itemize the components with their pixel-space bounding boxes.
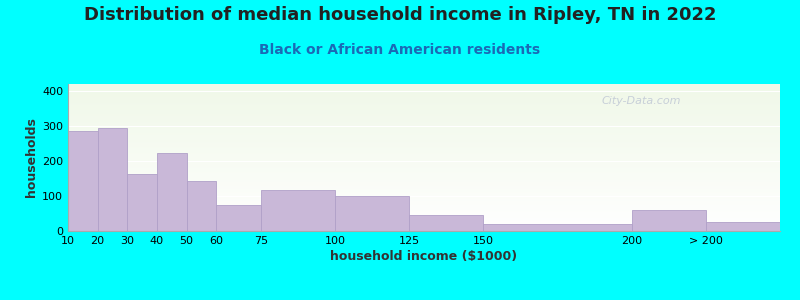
- Bar: [632, 210, 706, 231]
- Bar: [127, 174, 157, 231]
- Text: City-Data.com: City-Data.com: [602, 96, 682, 106]
- Text: Distribution of median household income in Ripley, TN in 2022: Distribution of median household income …: [84, 6, 716, 24]
- X-axis label: household income ($1000): household income ($1000): [330, 250, 518, 263]
- Y-axis label: households: households: [25, 118, 38, 197]
- Bar: [261, 190, 335, 231]
- Bar: [335, 196, 409, 231]
- Bar: [706, 222, 780, 231]
- Bar: [409, 215, 483, 231]
- Text: Black or African American residents: Black or African American residents: [259, 44, 541, 58]
- Bar: [216, 206, 261, 231]
- Bar: [68, 131, 98, 231]
- Bar: [157, 153, 186, 231]
- Bar: [98, 128, 127, 231]
- Bar: [483, 224, 632, 231]
- Bar: [186, 181, 216, 231]
